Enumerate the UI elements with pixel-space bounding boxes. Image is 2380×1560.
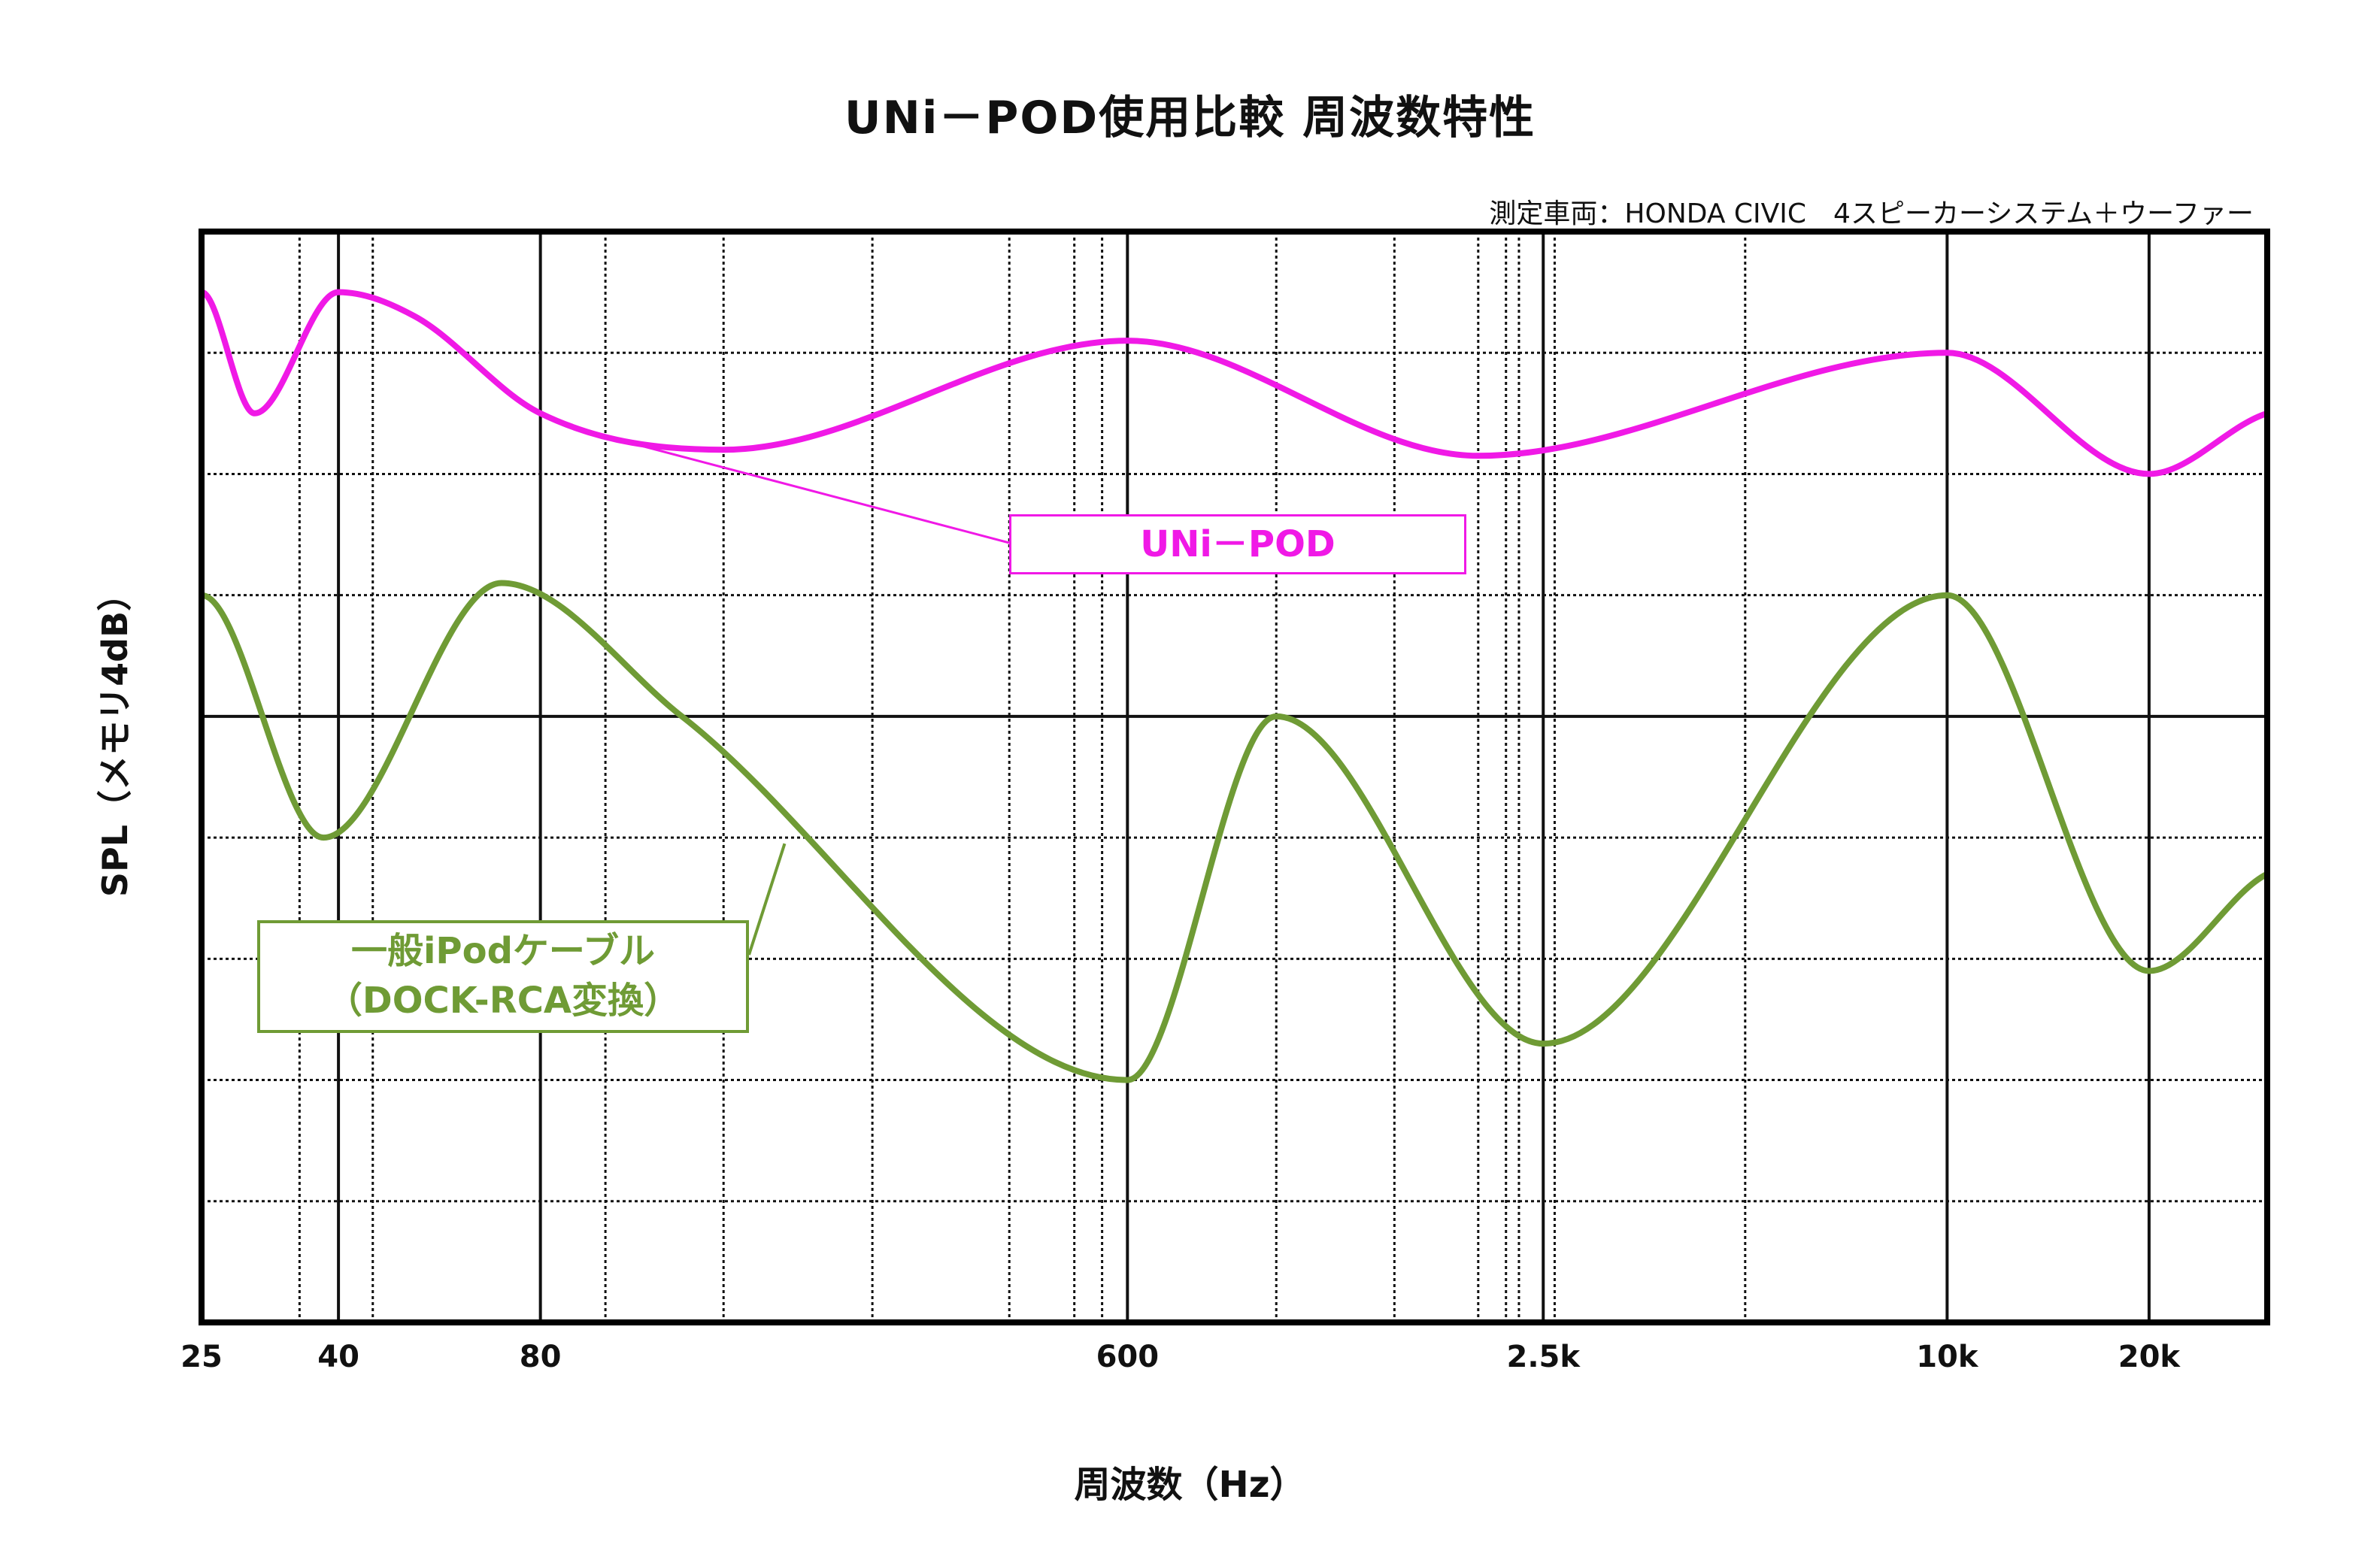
chart-title: UNi－POD使用比較 周波数特性 [844, 92, 1536, 144]
x-tick-label: 40 [317, 1340, 359, 1374]
legend-unipod: UNi－POD [1009, 514, 1466, 574]
x-axis-label: 周波数（Hz） [1074, 1464, 1306, 1506]
x-tick-label: 2.5k [1506, 1340, 1580, 1374]
series-line-1 [200, 289, 2269, 477]
x-tick-label: 10k [1916, 1340, 1978, 1374]
leader-line-unipod [632, 442, 1010, 544]
legend-label-ipod-line2: （DOCK-RCA変換） [326, 980, 681, 1022]
legend-label-ipod-line1: 一般iPodケーブル [350, 930, 656, 972]
x-tick-label: 80 [519, 1340, 562, 1374]
legend-ipod-cable: 一般iPodケーブル （DOCK-RCA変換） [257, 920, 749, 1033]
plot-frame [199, 229, 2270, 1325]
legend-label-unipod: UNi－POD [1140, 523, 1336, 565]
x-tick-label: 600 [1096, 1340, 1160, 1374]
x-tick-label: 25 [180, 1340, 223, 1374]
chart-subtitle: 測定車両：HONDA CIVIC 4スピーカーシステム＋ウーファー [1489, 198, 2254, 229]
x-tick-label: 20k [2118, 1340, 2181, 1374]
leader-line-ipod [747, 843, 787, 956]
series-line-2 [201, 580, 2269, 1083]
